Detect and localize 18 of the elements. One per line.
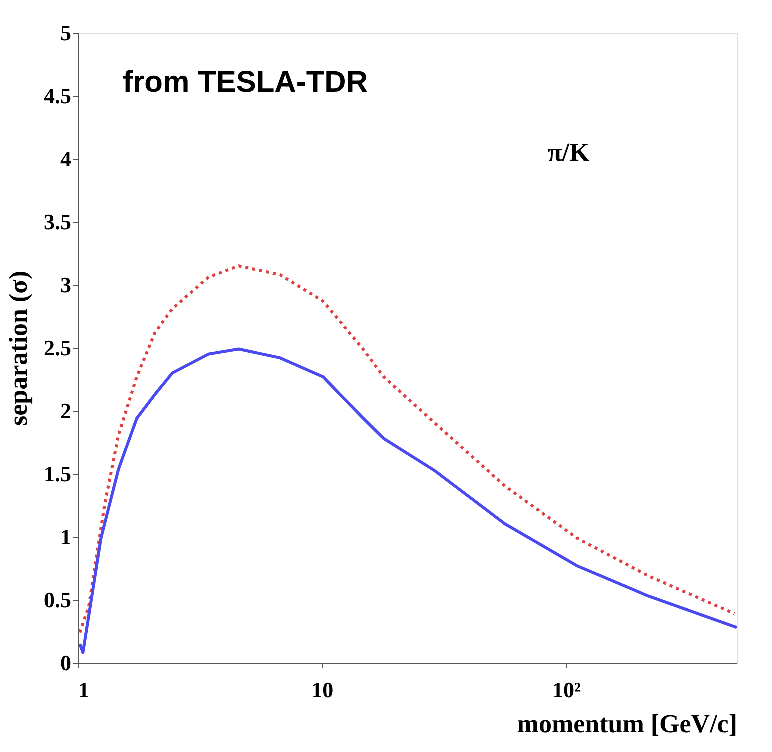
y-tick-label: 3 [60,272,72,298]
y-tick-label: 1.5 [44,462,72,486]
x-tick-label: 10² [552,678,582,702]
y-tick-label: 5 [60,20,72,46]
y-tick-label: 0.5 [44,588,72,612]
y-tick-label: 4.5 [44,84,72,108]
y-tick-label: 0 [60,650,72,676]
x-axis-title: momentum [GeV/c] [517,710,738,738]
y-axis-title: separation (σ) [4,271,33,426]
y-tick-label: 3.5 [44,210,72,234]
y-tick-label: 1 [60,524,72,550]
x-tick-label: 10 [312,678,334,702]
annotation: π/K [548,138,590,167]
annotation: from TESLA-TDR [123,66,368,99]
x-tick-label: 1 [78,678,90,702]
y-tick-label: 2 [60,398,72,424]
y-tick-label: 4 [60,146,72,172]
y-tick-label: 2.5 [44,336,72,360]
